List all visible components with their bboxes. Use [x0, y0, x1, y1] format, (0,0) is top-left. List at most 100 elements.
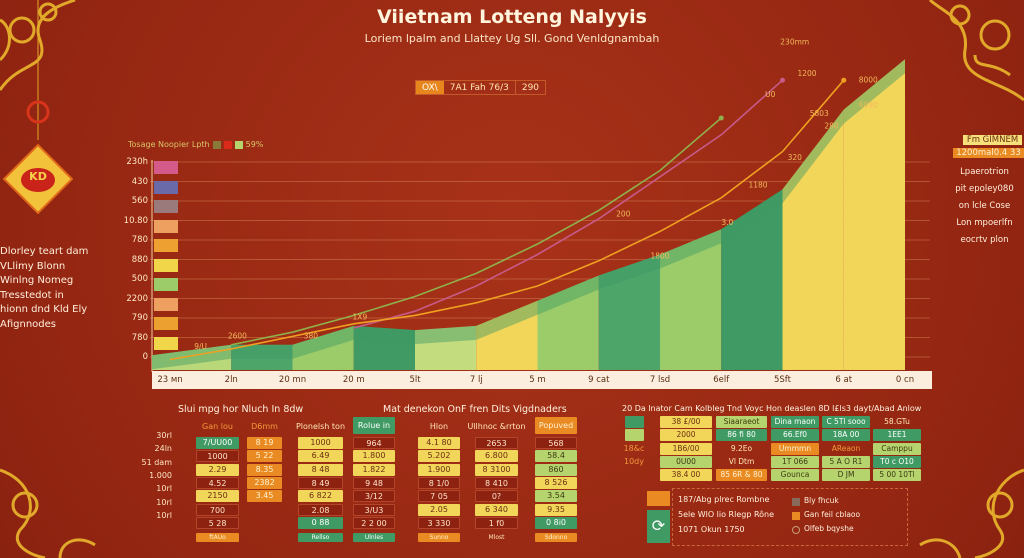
- data-label: 6090: [859, 101, 878, 110]
- table-title: Slui mpg hor Nluch In 8dw: [178, 404, 304, 415]
- area-band: [353, 325, 415, 345]
- column-header[interactable]: Gan lou: [202, 422, 233, 431]
- data-label: 1200: [797, 69, 816, 78]
- y-tick-label: 0: [142, 352, 148, 362]
- corner-ornament-top-right: [928, 0, 1024, 102]
- table-cell: 8 19: [247, 437, 282, 449]
- table-cell: 1T 066: [771, 455, 819, 468]
- description-line: hionn dnd Kld Ely: [0, 304, 88, 315]
- column-footer: Sunno: [418, 533, 460, 542]
- column-header[interactable]: Plonelsh ton: [295, 422, 346, 431]
- description-line: Dlorley teart dam: [0, 246, 89, 257]
- x-tick-label: 7 lsd: [649, 375, 671, 385]
- table-cell: 2000: [660, 429, 712, 442]
- side-panel: Fm GIMNEM 1200mal0.4 33 Lpaerotrion pit e…: [945, 135, 1024, 249]
- column-header[interactable]: Popuved: [535, 417, 577, 434]
- data-label: U0: [765, 90, 775, 99]
- table-title: Mat denekon OnF fren Dits Vigdnaders: [383, 404, 567, 415]
- legend-line: 1071 Okun 1750: [678, 525, 745, 534]
- table-cell: 38.4 00: [660, 469, 712, 482]
- table-cell: 3/12: [353, 490, 395, 503]
- x-tick-label: 5lt: [409, 375, 421, 385]
- data-label: 230mm: [780, 38, 809, 47]
- table-cell: 5 A O R1: [822, 455, 870, 468]
- table-cell: 66.Ef0: [771, 429, 819, 442]
- table-cell: 7 05: [418, 490, 460, 503]
- row-label: 24ln: [154, 444, 172, 454]
- table-cell: 6 340: [475, 503, 518, 516]
- area-segment: [782, 109, 844, 370]
- column-header[interactable]: Hlon: [429, 422, 449, 431]
- table-cell: 5 00 10Tl: [873, 469, 921, 482]
- filter-pill[interactable]: OX\ 7A1 Fah 76/3 290: [415, 80, 547, 95]
- y-tick-swatch: [154, 278, 178, 291]
- area-band: [152, 344, 232, 370]
- table-cell: 3/U3: [353, 503, 395, 516]
- table-cell: 9.2Eo: [730, 443, 753, 453]
- table-cell: Vl Dtm: [728, 456, 755, 466]
- legend-item-swatch: [792, 498, 800, 506]
- corner-ornament-bottom-right: [919, 468, 1024, 558]
- table-cell: 9.35: [535, 503, 577, 516]
- refresh-icon[interactable]: ⟳: [647, 510, 670, 543]
- x-tick-label: 6 at: [835, 375, 853, 385]
- column-header[interactable]: Ullhnoc &rrton: [467, 422, 526, 431]
- table-cell: 38 £/00: [660, 416, 712, 428]
- table-cell: 8 3100: [475, 463, 518, 476]
- green-trend-line: [231, 117, 722, 346]
- table-cell: 0 8i0: [535, 516, 577, 529]
- left-description: Dlorley teart dam VLlimy Blonn Winlng Nome…: [0, 245, 88, 332]
- chart-legend: Tosage Noopier Lpth 59%: [128, 140, 263, 149]
- column-header[interactable]: Rolue in: [353, 417, 395, 434]
- table-cell: Dina maon: [771, 416, 819, 428]
- data-label: 3.0: [721, 218, 733, 227]
- area-band: [476, 300, 538, 340]
- orange-trend-line: [169, 79, 845, 361]
- pill-segment-3[interactable]: 290: [514, 81, 545, 94]
- table-cell: 7/UU00: [196, 437, 239, 449]
- legend-label: Tosage Noopier Lpth: [128, 140, 210, 149]
- column-header[interactable]: D6mm: [251, 422, 278, 431]
- table-cell: 0 88: [298, 516, 343, 529]
- table-cell: 1000: [298, 437, 343, 449]
- table-cell: 700: [196, 503, 239, 516]
- x-tick-label: 5 m: [529, 375, 546, 385]
- column-footer: Mlost: [488, 534, 505, 541]
- table-cell: 6.800: [475, 450, 518, 463]
- y-tick-swatch: [154, 317, 178, 330]
- y-tick-label: 880: [131, 254, 148, 265]
- y-tick-label: 780: [131, 332, 148, 343]
- y-tick-label: 2200: [126, 293, 148, 304]
- table-cell: 1EE1: [873, 429, 921, 442]
- table-cell: 5 28: [196, 516, 239, 529]
- table-cell: 1B6/00: [660, 442, 712, 455]
- pill-segment-2[interactable]: 7A1 Fah 76/3: [449, 83, 509, 93]
- legend-value: 59%: [245, 140, 264, 149]
- y-tick-swatch: [154, 297, 178, 311]
- table-cell: 6.49: [298, 450, 343, 463]
- table-cell: D JM: [822, 469, 870, 482]
- table-cell: 8 48: [298, 463, 343, 476]
- side-line: pit epoley080: [955, 184, 1014, 194]
- data-label: 1X9: [353, 313, 368, 322]
- table-cell: 8.35: [247, 463, 282, 476]
- x-tick-label: 23 мn: [157, 375, 183, 385]
- legend-box: [672, 488, 908, 546]
- table-cell: 0?: [475, 490, 518, 503]
- row-label: 30rl: [156, 431, 172, 440]
- legend-item-swatch: [792, 512, 800, 520]
- table-cell: 2.05: [418, 503, 460, 516]
- table-cell: 5 22: [247, 450, 282, 463]
- data-label: 8000: [859, 75, 878, 84]
- pill-segment-1[interactable]: OX\: [416, 81, 444, 94]
- legend-line: 187/Abg plrec Rombne: [678, 495, 770, 504]
- legend-item-swatch: [792, 526, 800, 534]
- table-cell: 8 526: [535, 476, 577, 489]
- column-footer: Ulnles: [353, 533, 395, 542]
- x-tick-label: 20 m: [342, 375, 365, 385]
- table-cell: 8 49: [298, 476, 343, 489]
- description-line: Tresstedot in: [0, 289, 64, 301]
- table-cell: 6 822: [298, 490, 343, 503]
- table-cell: 5.202: [418, 450, 460, 463]
